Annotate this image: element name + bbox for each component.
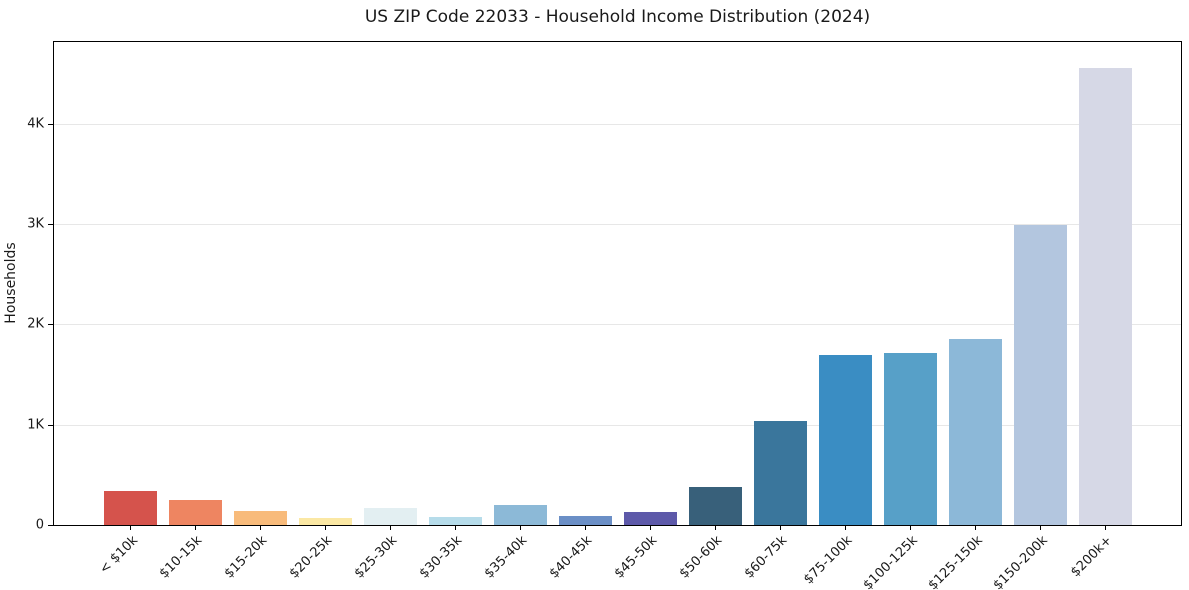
x-axis-tick xyxy=(715,525,716,530)
x-axis-tick xyxy=(260,525,261,530)
bar-35-40k xyxy=(493,504,547,525)
y-axis-tick-2K xyxy=(48,324,53,326)
bar-30-35k xyxy=(428,517,482,525)
x-axis-tick xyxy=(845,525,846,530)
bar-10k xyxy=(103,491,157,525)
chart-title: US ZIP Code 22033 - Household Income Dis… xyxy=(364,7,871,27)
x-axis-tick xyxy=(585,525,586,530)
bar-45-50k xyxy=(623,511,677,525)
bar-25-30k xyxy=(363,508,417,525)
gridline-3K xyxy=(54,224,1181,226)
x-tick-label: $75-100k xyxy=(801,533,856,588)
y-tick-label: 1K xyxy=(27,417,44,433)
bar-60-75k xyxy=(753,421,807,525)
x-tick-label: $45-50k xyxy=(612,533,661,582)
x-axis-tick xyxy=(195,525,196,530)
y-tick-label: 0 xyxy=(35,517,44,533)
bar-10-15k xyxy=(168,499,222,525)
y-tick-label: 3K xyxy=(27,216,44,232)
y-axis-tick-1K xyxy=(48,424,53,426)
bar-40-45k xyxy=(558,516,612,525)
x-tick-label: $60-75k xyxy=(742,533,791,582)
y-tick-label: 4K xyxy=(27,116,44,132)
y-axis-tick-0 xyxy=(48,525,53,526)
bar-50-60k xyxy=(688,487,742,525)
bar-125-150k xyxy=(948,339,1002,525)
x-tick-label: $35-40k xyxy=(482,533,531,582)
x-tick-label: $200k+ xyxy=(1068,533,1116,581)
gridline-4K xyxy=(54,123,1181,125)
y-tick-label: 2K xyxy=(27,316,44,332)
y-axis-label: Households xyxy=(3,242,19,324)
x-axis-tick xyxy=(455,525,456,530)
x-axis-tick xyxy=(975,525,976,530)
gridline-1K xyxy=(54,424,1181,426)
x-axis-tick xyxy=(1105,525,1106,530)
x-axis-tick xyxy=(130,525,131,530)
y-axis-tick-4K xyxy=(48,123,53,125)
bar-100-125k xyxy=(883,352,937,525)
x-tick-label: $30-35k xyxy=(417,533,466,582)
x-tick-label: $15-20k xyxy=(222,533,271,582)
bar-150-200k xyxy=(1013,225,1067,525)
x-tick-label: $10-15k xyxy=(157,533,206,582)
x-axis-tick xyxy=(390,525,391,530)
x-tick-label: $100-125k xyxy=(860,533,921,590)
x-axis-tick xyxy=(325,525,326,530)
x-axis-tick xyxy=(1040,525,1041,530)
gridline-2K xyxy=(54,324,1181,326)
bar-200k xyxy=(1078,67,1132,525)
bar-15-20k xyxy=(233,511,287,525)
x-tick-label: $20-25k xyxy=(287,533,336,582)
x-tick-label: $125-150k xyxy=(925,533,986,590)
x-tick-label: $40-45k xyxy=(547,533,596,582)
x-axis-tick xyxy=(520,525,521,530)
bar-20-25k xyxy=(298,518,352,525)
x-tick-label: $150-200k xyxy=(990,533,1051,590)
plot-area: 0 1K 2K 3K 4K < $10k $10-15k $15-20k $20-25k $25-… xyxy=(27,41,1182,590)
x-tick-label: < $10k xyxy=(96,533,141,578)
x-axis-tick xyxy=(650,525,651,530)
x-axis-tick xyxy=(910,525,911,530)
x-tick-label: $50-60k xyxy=(677,533,726,582)
x-tick-label: $25-30k xyxy=(352,533,401,582)
bar-75-100k xyxy=(818,354,872,525)
x-axis-tick xyxy=(780,525,781,530)
y-axis-tick-3K xyxy=(48,224,53,226)
